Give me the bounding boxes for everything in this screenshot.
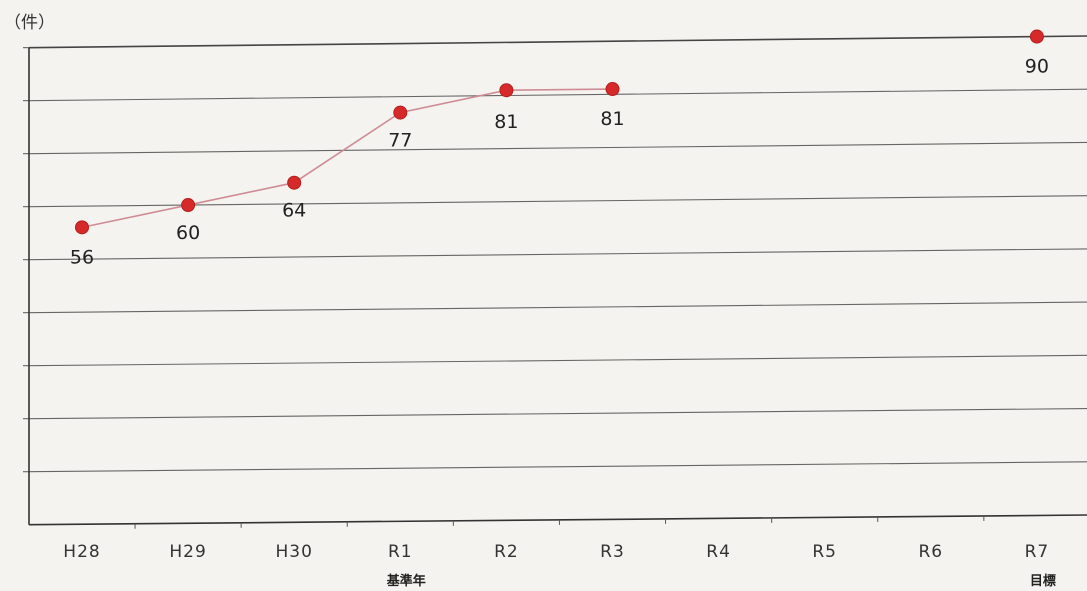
x-ticks [134,515,985,529]
x-tick-label: R5 [812,542,837,562]
gridline [28,354,1087,367]
gridline [28,195,1087,208]
data-labels: 56 60 64 77 81 81 90 [70,56,1049,269]
x-tick-labels: H28 H29 H30 R1 基準年 R2 R3 R4 R5 R6 R7 目標 [63,542,1056,589]
data-point [1029,29,1044,44]
data-point [181,198,196,213]
gridline [28,408,1087,420]
x-tick-label: R1 [388,542,413,562]
x-tick-label: R2 [494,542,519,562]
data-point [287,175,302,190]
data-label: 77 [388,130,412,152]
x-axis-line [28,514,1087,526]
x-tick-label: R3 [600,542,625,562]
x-category-note: 目標 [1030,573,1056,589]
x-tick-label: H30 [275,542,312,562]
x-tick-label: R7 [1025,542,1050,562]
data-label: 81 [600,108,624,130]
x-category-note: 基準年 [386,573,426,589]
series-line [81,88,613,229]
data-label: 81 [494,111,518,133]
data-point [75,220,89,235]
gridline [28,248,1087,261]
x-tick-label: H29 [169,542,206,562]
data-label: 56 [70,246,94,268]
data-label: 60 [176,222,200,244]
axes [23,47,1087,526]
x-tick-label: R6 [918,542,943,562]
x-tick-label: R4 [706,542,731,562]
gridline [28,461,1087,473]
gridlines [28,35,1087,473]
gridline [28,301,1087,314]
data-label: 64 [282,200,306,222]
data-label: 90 [1025,56,1049,78]
series-lines [81,88,613,229]
x-tick-label: H28 [63,542,100,562]
data-point [605,82,620,97]
gridline [28,88,1087,102]
data-point [499,83,514,98]
data-points [75,29,1044,235]
y-unit-label: （件） [4,13,55,33]
data-point [393,105,408,120]
gridline [28,141,1087,155]
gridline [28,35,1087,49]
